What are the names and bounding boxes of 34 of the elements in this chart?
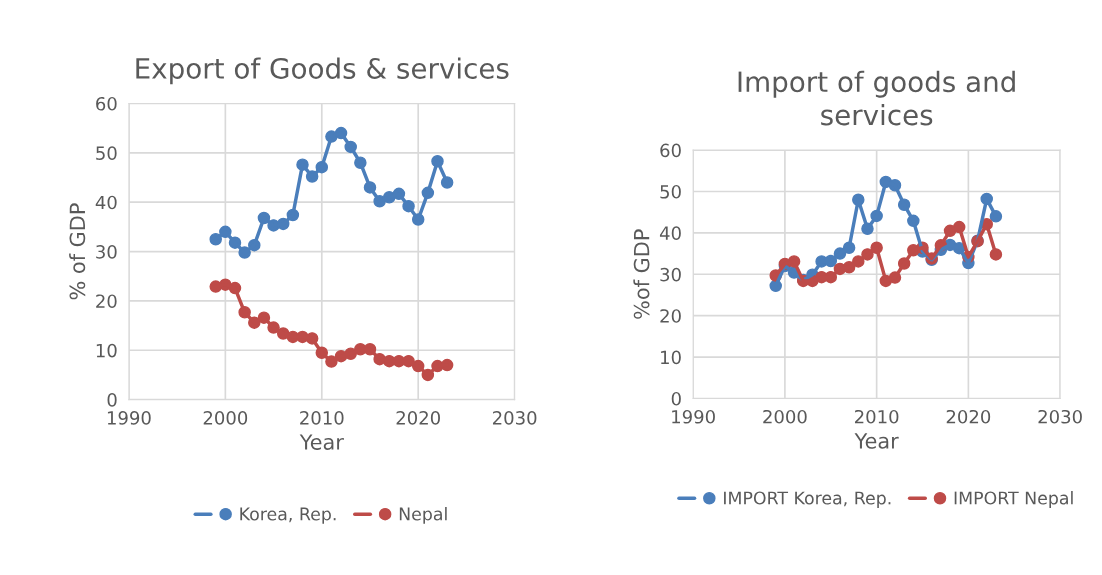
x-axis-title: Year xyxy=(854,433,899,449)
chart-title: Import of goods and services xyxy=(738,70,1015,126)
x-tick-label: 2000 xyxy=(203,411,248,425)
x-tick-label: 2030 xyxy=(1038,409,1082,424)
y-tick-label: 60 xyxy=(660,143,681,158)
x-axis-title: Year xyxy=(299,434,344,450)
x-tick-label: 2010 xyxy=(854,409,899,424)
chart-title: Export of Goods & services xyxy=(136,57,509,85)
x-tick-label: 1990 xyxy=(672,409,715,424)
y-tick-label: 60 xyxy=(96,96,117,111)
legend-label: IMPORT Korea, Rep. xyxy=(724,491,891,508)
x-tick-label: 2020 xyxy=(396,411,440,425)
x-tick-label: 2030 xyxy=(492,411,537,425)
y-tick-label: 40 xyxy=(659,226,681,240)
y-tick-label: 0 xyxy=(671,391,681,406)
y-tick-label: 50 xyxy=(660,184,681,199)
y-tick-label: 20 xyxy=(660,309,681,323)
x-tick-label: 2020 xyxy=(946,409,991,424)
legend-label: Nepal xyxy=(399,507,447,524)
x-tick-label: 2000 xyxy=(763,409,807,424)
y-axis-title: % of GDP xyxy=(69,203,86,300)
y-axis-title: %of GDP xyxy=(633,229,650,319)
y-tick-label: 50 xyxy=(96,146,117,160)
y-tick-label: 20 xyxy=(96,294,117,309)
y-tick-label: 30 xyxy=(660,267,681,282)
y-tick-label: 40 xyxy=(95,195,117,210)
y-tick-label: 10 xyxy=(661,350,681,365)
y-tick-label: 30 xyxy=(96,245,117,259)
legend-label: Korea, Rep. xyxy=(240,507,336,524)
x-tick-label: 2010 xyxy=(300,411,344,425)
y-tick-label: 0 xyxy=(107,393,117,407)
legend-label: IMPORT Nepal xyxy=(954,491,1073,508)
x-tick-label: 1990 xyxy=(107,411,151,425)
y-tick-label: 10 xyxy=(96,343,117,358)
